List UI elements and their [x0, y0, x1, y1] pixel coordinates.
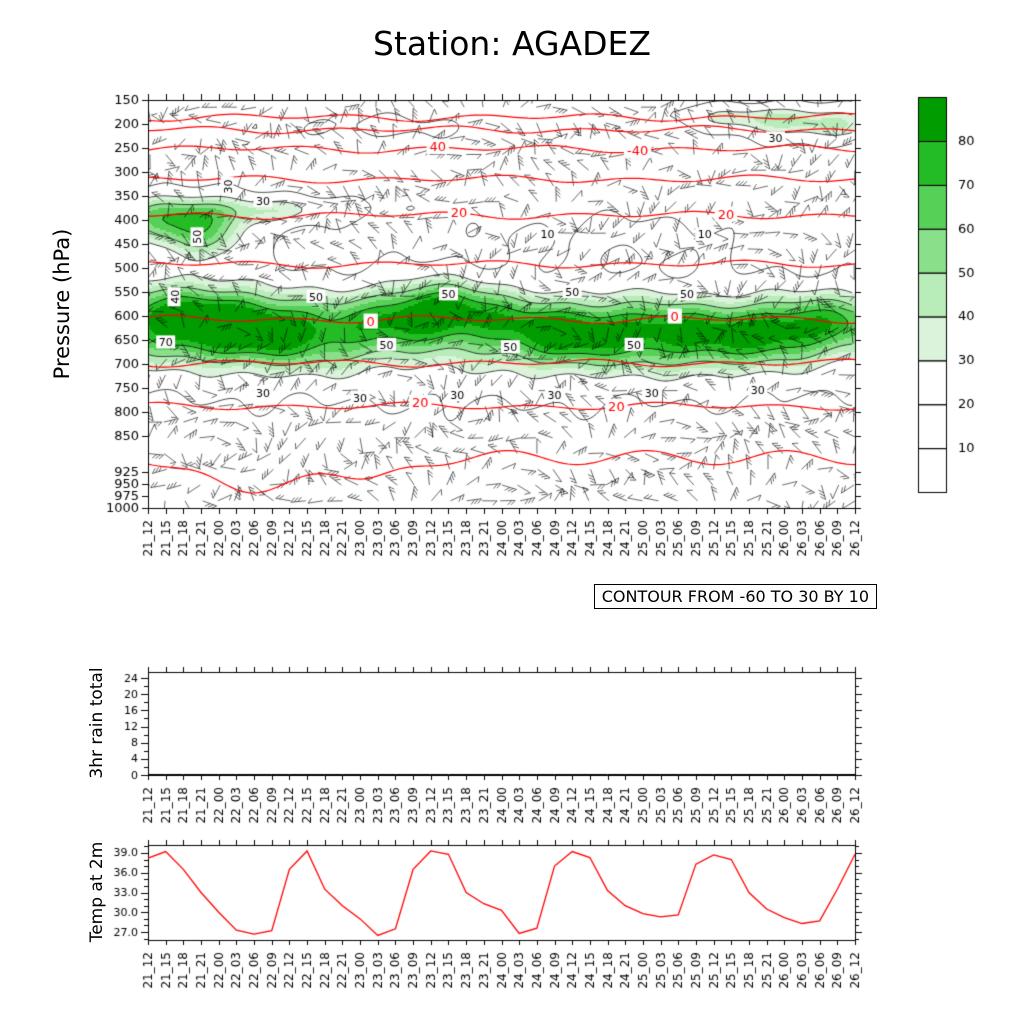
page-title: Station: AGADEZ [373, 24, 651, 63]
pressure-axis-label: Pressure (hPa) [50, 228, 74, 380]
contour-note: CONTOUR FROM -60 TO 30 BY 10 [593, 584, 877, 609]
rain-axis-label: 3hr rain total [87, 667, 107, 779]
temp-axis-label: Temp at 2m [87, 841, 107, 943]
